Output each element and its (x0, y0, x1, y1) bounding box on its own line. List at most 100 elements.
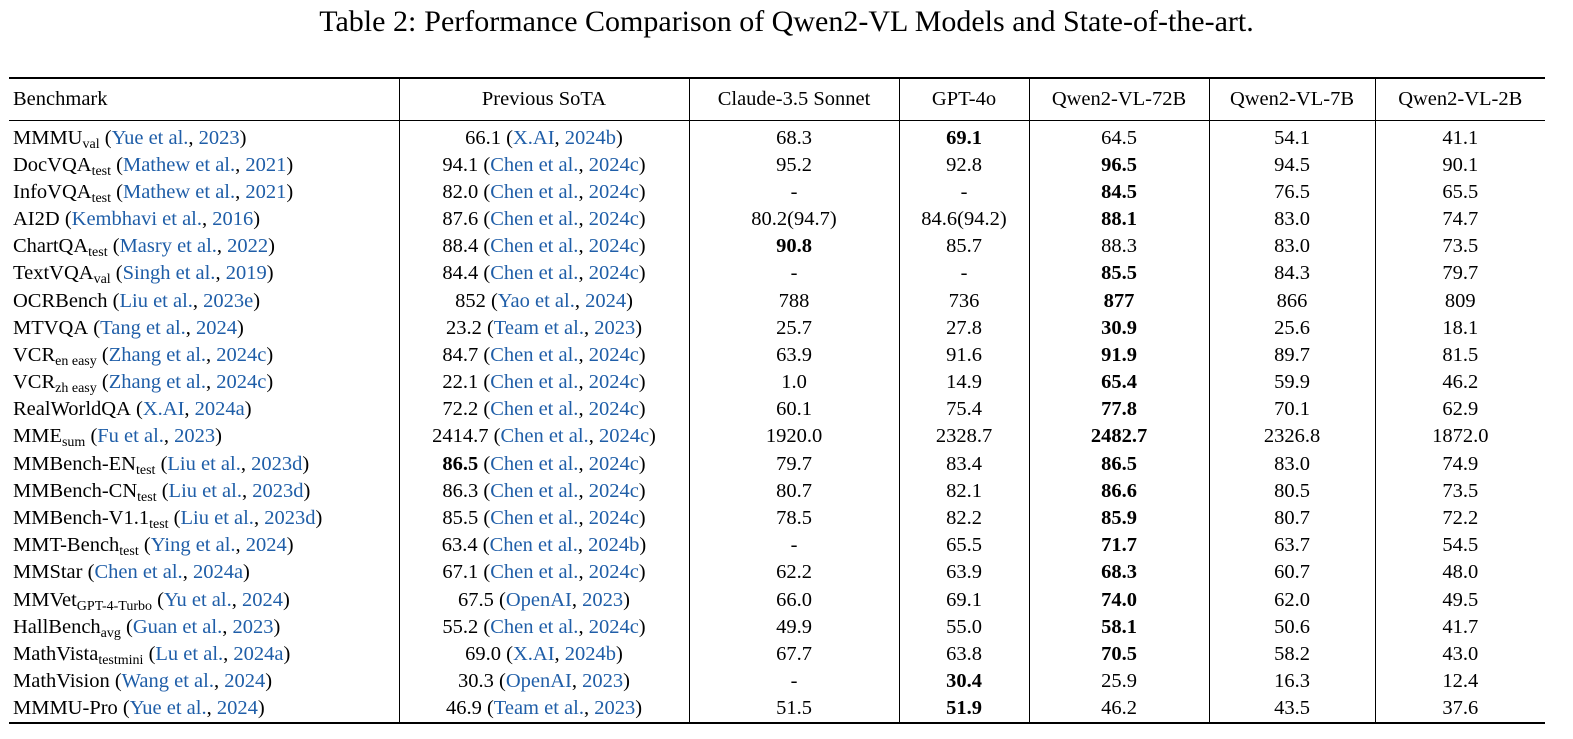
score-value: 49.9 (776, 615, 812, 638)
sota-citation-year-link[interactable]: 2024b (588, 534, 640, 557)
citation-year-link[interactable]: 2023d (264, 507, 316, 530)
citation-year-link[interactable]: 2024 (216, 697, 258, 720)
benchmark-cell: OCRBench (Liu et al., 2023e) (9, 287, 400, 315)
citation-year-link[interactable]: 2024c (216, 371, 267, 394)
sota-citation-year-link[interactable]: 2023 (582, 670, 624, 693)
citation-year-link[interactable]: 2024 (245, 534, 287, 557)
sota-citation-year-link[interactable]: 2023 (582, 588, 624, 611)
sota-citation-year-link[interactable]: 2024c (588, 479, 639, 502)
sota-citation-year-link[interactable]: 2024c (588, 235, 639, 258)
citation-year-link[interactable]: 2016 (212, 207, 254, 230)
sota-citation-link[interactable]: Chen et al. (490, 479, 579, 502)
score-value: 79.7 (1442, 262, 1479, 285)
citation-link[interactable]: Yue et al. (111, 126, 189, 149)
sota-citation-link[interactable]: Chen et al. (490, 507, 579, 530)
citation-year-link[interactable]: 2023d (251, 452, 303, 475)
citation-year-link[interactable]: 2021 (245, 153, 287, 176)
citation-link[interactable]: Liu et al. (180, 507, 254, 530)
score-value: 60.7 (1274, 561, 1310, 584)
citation-year-link[interactable]: 2022 (227, 235, 269, 258)
benchmark-split: test (137, 489, 157, 505)
sota-citation-link[interactable]: Chen et al. (490, 561, 579, 584)
sota-citation-link[interactable]: Chen et al. (490, 615, 579, 638)
sota-citation-link[interactable]: Chen et al. (490, 343, 579, 366)
sota-citation-link[interactable]: Chen et al. (490, 398, 579, 421)
sota-citation-link[interactable]: Chen et al. (490, 235, 579, 258)
sota-citation-year-link[interactable]: 2024c (598, 425, 650, 448)
citation-link[interactable]: Singh et al. (122, 262, 216, 285)
citation-year-link[interactable]: 2024c (216, 343, 267, 366)
score-value: 12.4 (1442, 670, 1479, 693)
citation-link[interactable]: Masry et al. (119, 235, 217, 258)
sota-citation-year-link[interactable]: 2024c (588, 207, 639, 230)
sota-citation-link[interactable]: Chen et al. (490, 262, 579, 285)
sota-citation-year-link[interactable]: 2024 (585, 289, 627, 312)
sota-citation-year-link[interactable]: 2024c (588, 262, 639, 285)
citation-year-link[interactable]: 2023 (198, 126, 240, 149)
sota-citation-link[interactable]: Chen et al. (490, 452, 579, 475)
citation-year-link[interactable]: 2024 (196, 316, 238, 339)
citation-year-link[interactable]: 2021 (245, 180, 287, 203)
citation-year-link[interactable]: 2024a (194, 398, 245, 421)
citation-link[interactable]: Mathew et al. (122, 180, 236, 203)
sota-citation-year-link[interactable]: 2024c (588, 452, 639, 475)
sota-citation-year-link[interactable]: 2024b (564, 126, 617, 149)
score-value: 2326.8 (1263, 425, 1321, 448)
sota-citation-link[interactable]: OpenAI (505, 670, 572, 693)
citation-link[interactable]: Yu et al. (163, 588, 232, 611)
sota-citation-year-link[interactable]: 2023 (594, 316, 636, 339)
sota-citation-link[interactable]: Team et al. (493, 316, 584, 339)
citation-link[interactable]: Tang et al. (100, 316, 186, 339)
citation-link[interactable]: Liu et al. (168, 479, 242, 502)
sota-citation-year-link[interactable]: 2024c (588, 371, 639, 394)
sota-citation-link[interactable]: Chen et al. (490, 371, 579, 394)
sota-citation-link[interactable]: X.AI (512, 126, 555, 149)
score-value: 77.8 (1101, 398, 1137, 421)
sota-citation-year-link[interactable]: 2024c (588, 507, 639, 530)
sota-citation-link[interactable]: Chen et al. (490, 153, 579, 176)
citation-link[interactable]: Liu et al. (119, 289, 193, 312)
sota-citation-link[interactable]: Team et al. (493, 697, 584, 720)
citation-link[interactable]: Chen et al. (94, 561, 183, 584)
sota-citation-link[interactable]: Chen et al. (490, 207, 579, 230)
citation-link[interactable]: Liu et al. (167, 452, 241, 475)
citation-year-link[interactable]: 2023e (203, 289, 254, 312)
sota-citation-link[interactable]: Chen et al. (500, 425, 589, 448)
citation-link[interactable]: Ying et al. (150, 534, 236, 557)
sota-citation-year-link[interactable]: 2024b (564, 642, 617, 665)
citation-link[interactable]: Yue et al. (129, 697, 207, 720)
citation-link[interactable]: X.AI (142, 398, 185, 421)
citation-year-link[interactable]: 2024a (192, 561, 244, 584)
citation-link[interactable]: Kembhavi et al. (71, 207, 202, 230)
citation-link[interactable]: Guan et al. (132, 615, 223, 638)
citation-year-link[interactable]: 2024 (224, 670, 266, 693)
score-value: 58.2 (1274, 642, 1310, 665)
sota-citation-link[interactable]: Yao et al. (497, 289, 575, 312)
citation-year-link[interactable]: 2024a (233, 642, 284, 665)
citation-link[interactable]: Lu et al. (155, 642, 224, 665)
sota-citation-year-link[interactable]: 2024c (588, 153, 639, 176)
sota-citation-link[interactable]: OpenAI (505, 588, 572, 611)
qwen2-vl-72b-value-cell: 96.5 (1029, 151, 1210, 179)
citation-year-link[interactable]: 2023 (174, 425, 216, 448)
citation-year-link[interactable]: 2024 (241, 588, 283, 611)
citation-year-link[interactable]: 2023 (232, 615, 274, 638)
sota-citation-link[interactable]: X.AI (512, 642, 555, 665)
citation-year-link[interactable]: 2023d (252, 479, 304, 502)
citation-link[interactable]: Fu et al. (97, 425, 164, 448)
sota-citation-link[interactable]: Chen et al. (490, 180, 579, 203)
sota-citation-year-link[interactable]: 2024c (588, 615, 639, 638)
citation-link[interactable]: Zhang et al. (108, 343, 207, 366)
sota-citation-year-link[interactable]: 2023 (594, 697, 636, 720)
citation-year-link[interactable]: 2019 (225, 262, 267, 285)
citation-link[interactable]: Zhang et al. (108, 371, 207, 394)
citation-link[interactable]: Wang et al. (121, 670, 214, 693)
sota-citation-year-link[interactable]: 2024c (588, 561, 639, 584)
sota-citation-year-link[interactable]: 2024c (588, 343, 639, 366)
sota-citation-link[interactable]: Chen et al. (489, 534, 578, 557)
sota-citation-year-link[interactable]: 2024c (588, 398, 639, 421)
sota-value: 87.6 (442, 207, 479, 230)
citation-link[interactable]: Mathew et al. (122, 153, 236, 176)
sota-citation-year-link[interactable]: 2024c (588, 180, 639, 203)
benchmark-name: DocVQA (13, 153, 92, 176)
